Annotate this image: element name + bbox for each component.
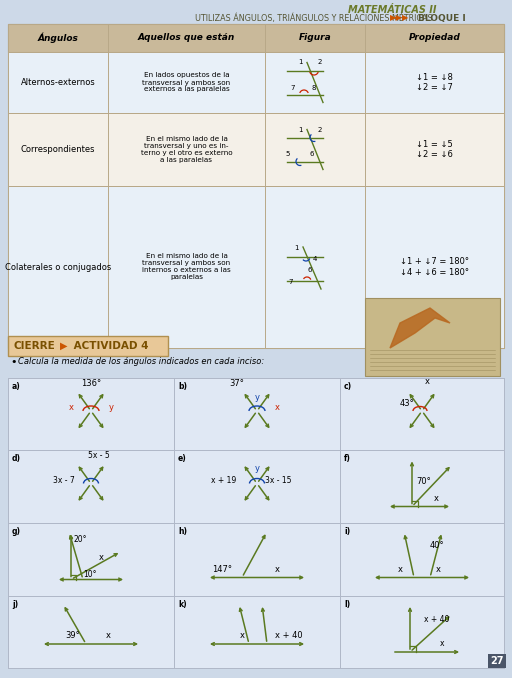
Text: e): e) [178,454,187,463]
Text: 2: 2 [318,127,323,132]
Text: 5x - 5: 5x - 5 [88,452,110,460]
Text: x: x [240,631,245,641]
Bar [340,596,504,668]
Bar [340,378,504,450]
Polygon shape [390,308,450,348]
Text: 3x - 7: 3x - 7 [53,476,75,485]
Text: k): k) [178,600,187,609]
Text: 6: 6 [307,267,311,273]
Bar [174,596,340,668]
Text: x: x [440,639,444,648]
Text: MATEMÁTICAS II: MATEMÁTICAS II [348,5,436,15]
Text: b): b) [178,382,187,391]
Bar [8,596,174,668]
Text: En lados opuestos de la
transversal y ambos son
externos a las paralelas: En lados opuestos de la transversal y am… [142,73,230,92]
Text: 8: 8 [312,85,316,90]
Text: Correspondientes: Correspondientes [21,145,95,154]
Bar [8,336,168,356]
Text: CIERRE: CIERRE [14,341,56,351]
Text: f): f) [344,454,351,463]
Bar [8,113,504,186]
Bar [8,523,174,596]
Text: i): i) [344,527,350,536]
Text: j): j) [12,600,18,609]
Text: x + 40: x + 40 [424,616,450,624]
Bar [340,450,504,523]
Text: Propiedad: Propiedad [409,33,460,43]
Text: 27: 27 [490,656,504,666]
Text: 1: 1 [294,245,299,251]
Text: y: y [254,393,260,403]
Text: 5: 5 [286,151,290,157]
Text: 70°: 70° [416,477,431,486]
Bar [8,378,174,450]
Text: •: • [10,357,16,367]
Text: BLOQUE I: BLOQUE I [418,14,466,22]
Bar [174,450,340,523]
Bar [8,450,174,523]
Bar [340,523,504,596]
Text: ▶: ▶ [60,341,68,351]
Text: ▶▶▶: ▶▶▶ [390,14,410,22]
Text: Ángulos: Ángulos [37,33,78,43]
Text: x: x [274,403,280,412]
Bar [365,298,500,376]
Text: ↓1 = ↓8
↓2 = ↓7: ↓1 = ↓8 ↓2 = ↓7 [416,73,453,92]
Text: x: x [436,565,440,574]
Text: x: x [99,553,104,562]
Text: x: x [424,377,430,386]
Text: 39°: 39° [66,631,80,641]
Bar [174,378,340,450]
Text: x + 40: x + 40 [275,631,303,641]
Text: x + 19: x + 19 [211,476,236,485]
Bar [174,523,340,596]
Bar [488,654,506,668]
Text: 7: 7 [288,279,292,285]
Bar [8,24,504,348]
Text: 136°: 136° [81,379,101,388]
Text: En el mismo lado de la
transversal y uno es in-
terno y el otro es externo
a las: En el mismo lado de la transversal y uno… [141,136,232,163]
Text: 6: 6 [310,151,314,157]
Text: l): l) [344,600,350,609]
Text: 1: 1 [298,60,303,66]
Text: 3x - 15: 3x - 15 [265,476,291,485]
Text: 2: 2 [318,60,323,66]
Text: 43°: 43° [400,399,415,409]
Text: x: x [397,565,402,574]
Text: 4: 4 [313,256,317,262]
Bar [8,186,504,348]
Text: x: x [434,494,439,503]
Text: 40°: 40° [430,541,444,550]
Text: y: y [254,464,260,473]
Text: g): g) [12,527,21,536]
Text: Aquellos que están: Aquellos que están [138,33,235,43]
Text: En el mismo lado de la
transversal y ambos son
internos o externos a las
paralel: En el mismo lado de la transversal y amb… [142,254,231,281]
Text: 147°: 147° [212,565,232,574]
Text: ↓1 = ↓5
↓2 = ↓6: ↓1 = ↓5 ↓2 = ↓6 [416,140,453,159]
Text: x: x [275,565,280,574]
Text: ↓1 + ↓7 = 180°
↓4 + ↓6 = 180°: ↓1 + ↓7 = 180° ↓4 + ↓6 = 180° [400,257,469,277]
Text: Figura: Figura [298,33,331,43]
Text: Colaterales o conjugados: Colaterales o conjugados [5,262,111,271]
Text: 7: 7 [290,85,295,90]
Text: Calcula la medida de los ángulos indicados en cada inciso:: Calcula la medida de los ángulos indicad… [18,357,264,367]
Text: x: x [69,403,74,412]
Text: 10°: 10° [83,570,96,579]
Text: 20°: 20° [74,535,88,544]
Text: 37°: 37° [229,379,244,388]
Text: c): c) [344,382,352,391]
Text: d): d) [12,454,21,463]
Text: a): a) [12,382,21,391]
Text: Alternos-externos: Alternos-externos [20,78,95,87]
Bar [8,24,504,52]
Text: UTILIZAS ÁNGULOS, TRIÁNGULOS Y RELACIONES MÉTRICAS: UTILIZAS ÁNGULOS, TRIÁNGULOS Y RELACIONE… [195,14,433,23]
Text: 1: 1 [298,127,303,132]
Text: y: y [109,403,114,412]
Text: x: x [106,631,111,641]
Bar [8,52,504,113]
Text: ACTIVIDAD 4: ACTIVIDAD 4 [70,341,148,351]
Text: h): h) [178,527,187,536]
